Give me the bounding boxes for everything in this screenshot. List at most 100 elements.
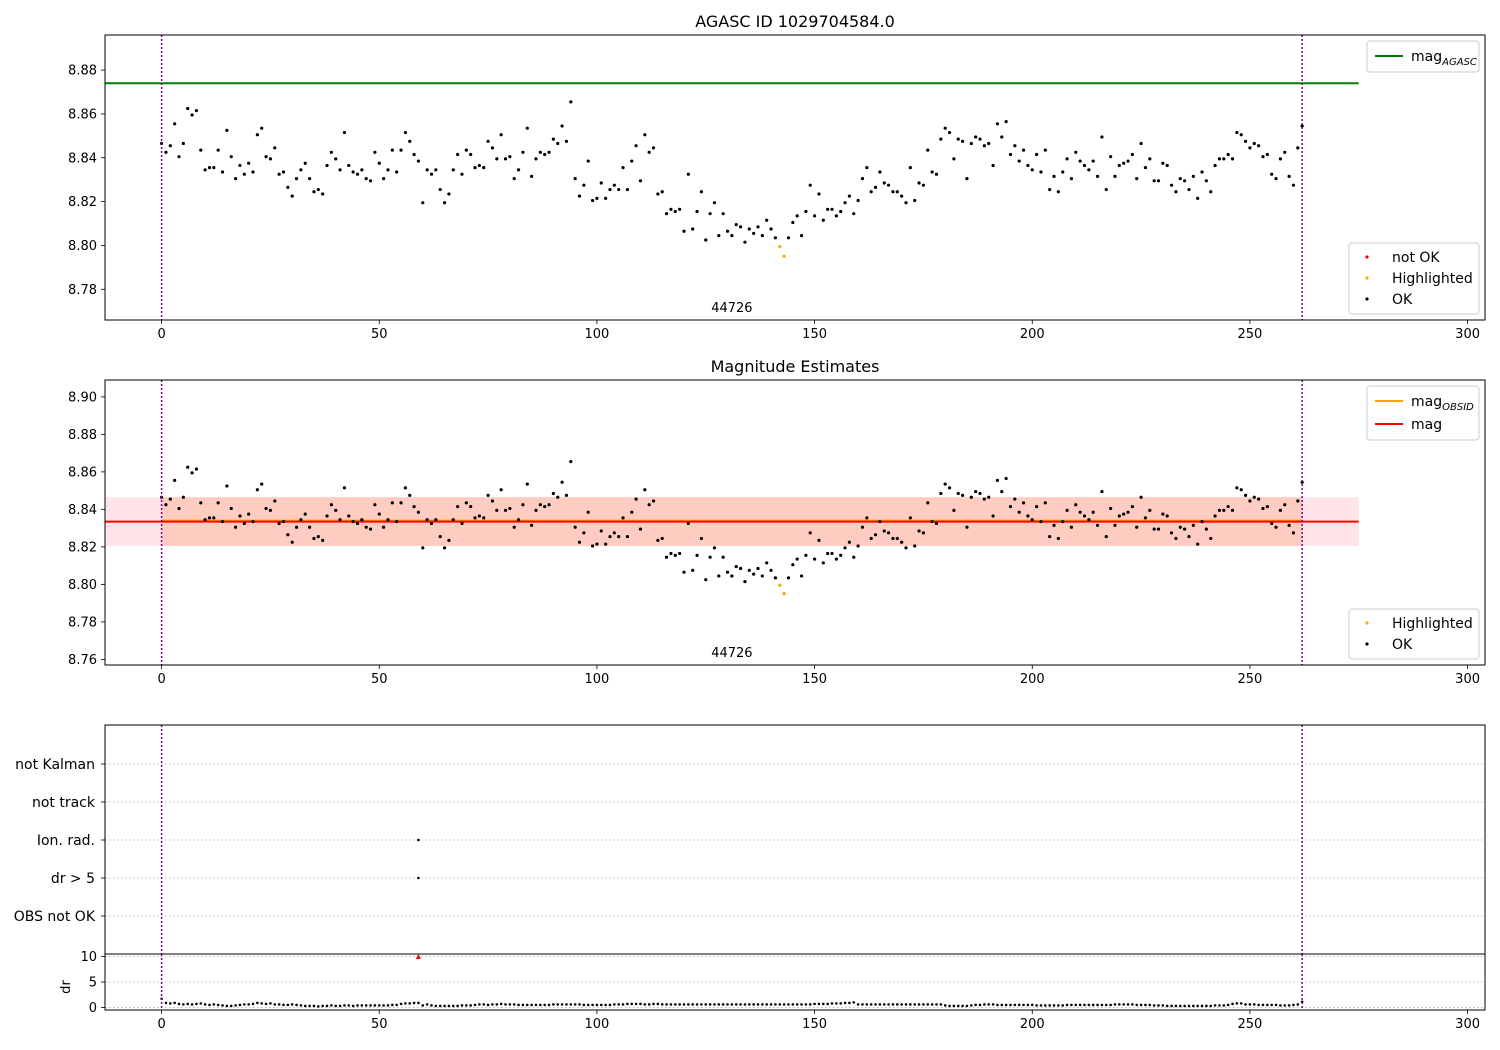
ok-point (220, 170, 225, 174)
ok-point (1252, 495, 1256, 499)
ok-point (1113, 523, 1117, 527)
ok-point (930, 519, 934, 524)
ok-point (721, 212, 725, 216)
ok-point (617, 187, 621, 192)
ok-point (177, 506, 181, 511)
ok-point (1296, 146, 1300, 150)
ok-point (651, 146, 656, 150)
dr-point (652, 1002, 655, 1006)
ok-point (669, 207, 673, 211)
dr-point (1139, 1003, 1143, 1007)
ok-point (826, 207, 830, 211)
ok-point (1130, 504, 1134, 509)
ok-point (1043, 148, 1047, 152)
ok-point (852, 555, 856, 559)
ok-point (1174, 190, 1178, 194)
ok-point (978, 137, 982, 141)
dr-point (277, 1003, 281, 1006)
ok-point (1000, 489, 1004, 494)
dr-point (195, 1002, 198, 1006)
ok-point (965, 176, 969, 181)
ok-point (299, 168, 303, 172)
legend-point-label: Highlighted (1392, 271, 1473, 287)
dr-point (970, 1004, 973, 1007)
ok-point (273, 499, 277, 503)
dr-point (560, 1003, 564, 1006)
dr-point (974, 1003, 977, 1007)
ok-point (434, 518, 438, 522)
dr-point (1135, 1003, 1139, 1007)
ok-point (921, 531, 926, 535)
ok-point (355, 172, 360, 176)
dr-point (1026, 1003, 1030, 1007)
ok-point (760, 233, 764, 238)
line-legend-box (1366, 40, 1480, 73)
ok-point (791, 220, 795, 225)
ok-point (752, 572, 756, 576)
ok-point (865, 516, 869, 520)
ok-point (1104, 187, 1108, 192)
ok-point (281, 519, 286, 524)
dr-point (804, 1003, 808, 1006)
ok-point (717, 233, 721, 238)
ok-point (1156, 527, 1161, 531)
ok-point (451, 168, 455, 172)
ok-point (1196, 542, 1200, 546)
ok-point (207, 516, 212, 520)
dr-point (665, 1003, 668, 1006)
dr-point (778, 1003, 782, 1006)
ok-point (368, 179, 373, 183)
ok-point (834, 214, 838, 218)
ok-point (1065, 508, 1069, 512)
dr-point (1174, 1004, 1178, 1008)
ok-point (382, 176, 386, 181)
y-tick-label: 8.80 (68, 578, 97, 593)
x-tick-label: 100 (585, 672, 610, 687)
x-tick-label: 100 (585, 327, 610, 342)
dr-point (521, 1003, 525, 1007)
ok-point (364, 525, 368, 529)
ok-point (590, 198, 595, 203)
dr-point (1100, 1003, 1104, 1007)
dr-point (369, 1004, 372, 1007)
dr-point (530, 1003, 533, 1007)
ok-point (334, 157, 338, 161)
ok-point (1087, 168, 1091, 172)
ok-point (1095, 174, 1100, 179)
dr-point (1009, 1003, 1012, 1007)
dr-point (856, 1003, 860, 1006)
ok-point (995, 122, 1000, 126)
ok-point (360, 518, 364, 522)
ok-point (1165, 514, 1169, 518)
ok-point (251, 170, 255, 174)
dr-point (904, 1003, 908, 1006)
ok-point (704, 238, 708, 242)
ok-point (395, 170, 399, 174)
ok-point (904, 546, 908, 550)
dr-point (839, 1002, 843, 1005)
dr-point (565, 1003, 568, 1006)
ok-point (451, 518, 455, 522)
ok-point (503, 508, 508, 512)
ok-point (416, 159, 421, 163)
ok-point (1061, 170, 1065, 174)
dr-point (1039, 1004, 1043, 1007)
ok-point (386, 518, 390, 522)
ok-point (403, 130, 407, 135)
dr-point (586, 1003, 590, 1007)
ok-point (839, 209, 843, 214)
ok-point (617, 534, 621, 539)
ok-point (186, 106, 190, 111)
dr-point (843, 1001, 847, 1005)
ok-point (164, 150, 168, 154)
ok-point (1270, 521, 1274, 526)
ok-point (974, 135, 978, 139)
dr-point (708, 1003, 712, 1006)
ok-point (934, 172, 939, 176)
chart-title: AGASC ID 1029704584.0 (695, 12, 895, 31)
dr-point (1209, 1004, 1213, 1008)
dr-point (787, 1003, 790, 1006)
ok-point (804, 209, 808, 214)
ok-point (212, 516, 216, 520)
ok-point (516, 168, 521, 172)
